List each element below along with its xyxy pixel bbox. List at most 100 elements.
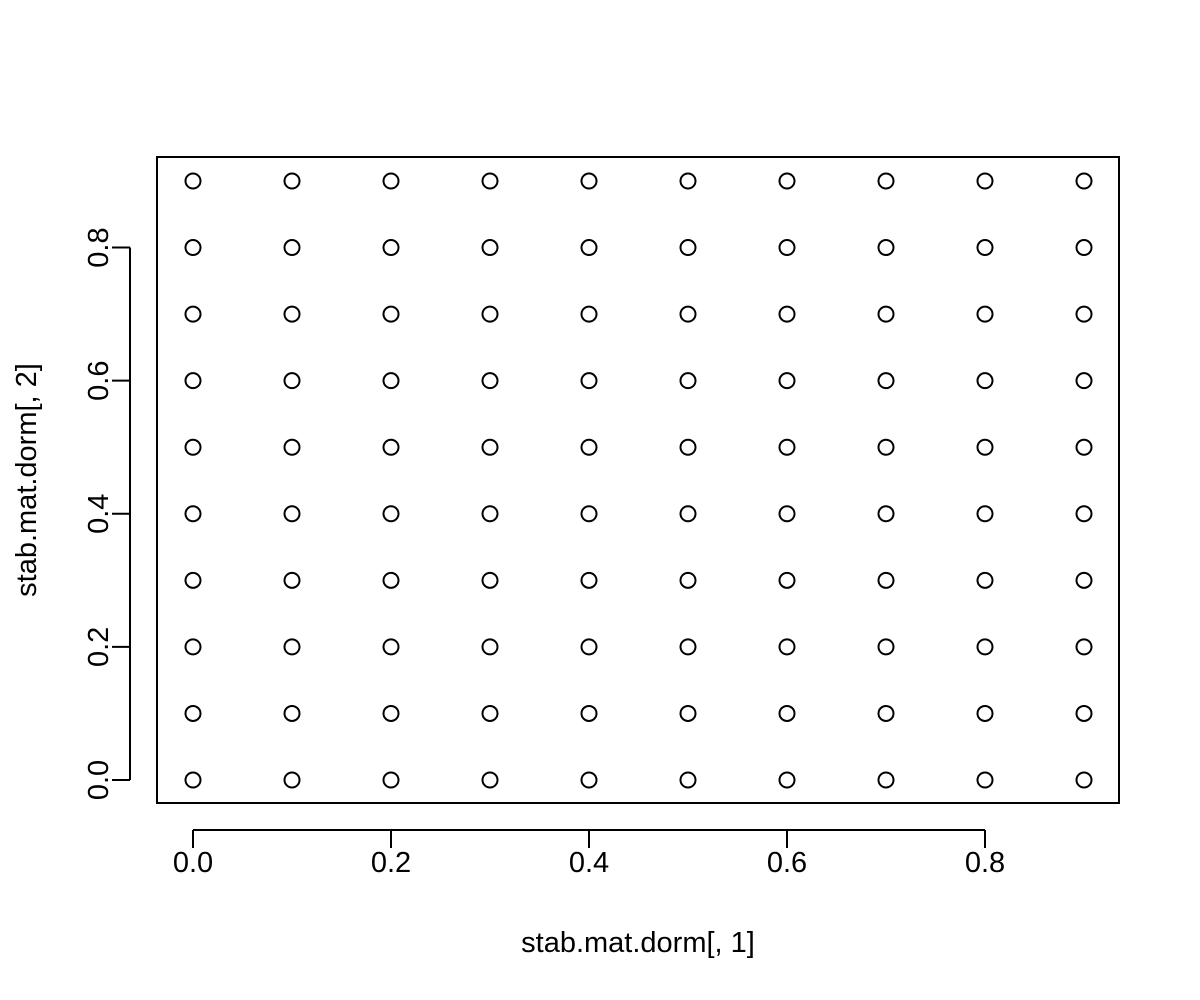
data-point [382, 438, 400, 456]
data-point [778, 704, 796, 722]
data-point [580, 438, 598, 456]
data-point [679, 372, 697, 390]
data-point [1075, 771, 1093, 789]
data-point [184, 239, 202, 257]
data-point [580, 704, 598, 722]
data-point [580, 305, 598, 323]
data-point [580, 505, 598, 523]
data-point [481, 505, 499, 523]
data-point [778, 438, 796, 456]
data-point [877, 704, 895, 722]
data-point [1075, 305, 1093, 323]
data-point [481, 172, 499, 190]
data-point [184, 571, 202, 589]
data-point [1075, 438, 1093, 456]
data-point [283, 239, 301, 257]
x-tick-label: 0.6 [767, 847, 807, 879]
data-point [580, 372, 598, 390]
y-tick-label: 0.0 [83, 760, 115, 800]
data-point [580, 771, 598, 789]
data-point [778, 172, 796, 190]
data-point [481, 704, 499, 722]
data-point [580, 172, 598, 190]
x-axis-label: stab.mat.dorm[, 1] [521, 927, 755, 959]
data-point [283, 172, 301, 190]
data-point [679, 771, 697, 789]
data-point [283, 571, 301, 589]
plot-frame [156, 156, 1120, 804]
data-point [580, 638, 598, 656]
data-point [283, 505, 301, 523]
y-tick-label: 0.4 [83, 494, 115, 534]
data-point [283, 771, 301, 789]
data-point [283, 704, 301, 722]
data-point [184, 704, 202, 722]
data-point [184, 771, 202, 789]
data-point [184, 305, 202, 323]
data-point [382, 239, 400, 257]
data-point [283, 305, 301, 323]
data-point [877, 438, 895, 456]
data-point [1075, 372, 1093, 390]
data-point [382, 372, 400, 390]
data-point [976, 771, 994, 789]
data-point [481, 638, 499, 656]
data-point [877, 771, 895, 789]
data-point [877, 638, 895, 656]
data-point [976, 704, 994, 722]
data-point [1075, 239, 1093, 257]
data-point [778, 505, 796, 523]
data-point [778, 239, 796, 257]
data-point [877, 505, 895, 523]
y-axis: 0.0 0.2 0.4 0.6 0.8 [83, 227, 131, 800]
data-point [382, 571, 400, 589]
data-point [481, 571, 499, 589]
data-point [382, 704, 400, 722]
data-point [778, 638, 796, 656]
data-point [877, 239, 895, 257]
data-point [976, 438, 994, 456]
data-point [679, 571, 697, 589]
x-tick-label: 0.8 [965, 847, 1005, 879]
data-point [976, 571, 994, 589]
data-point [1075, 172, 1093, 190]
data-point [481, 305, 499, 323]
data-point [679, 638, 697, 656]
data-point [877, 571, 895, 589]
y-tick-label: 0.6 [83, 361, 115, 401]
data-point [481, 771, 499, 789]
data-point [184, 505, 202, 523]
data-point [382, 305, 400, 323]
y-tick-label: 0.2 [83, 627, 115, 667]
x-tick-label: 0.2 [371, 847, 411, 879]
data-point [976, 172, 994, 190]
data-point [679, 239, 697, 257]
y-axis-label: stab.mat.dorm[, 2] [11, 363, 43, 597]
data-point [184, 638, 202, 656]
data-point [382, 505, 400, 523]
data-point [976, 505, 994, 523]
data-point [679, 704, 697, 722]
plot-area [156, 156, 1120, 804]
data-point [1075, 704, 1093, 722]
data-point [976, 372, 994, 390]
y-tick-label: 0.8 [83, 227, 115, 267]
data-point [1075, 571, 1093, 589]
data-point [877, 172, 895, 190]
data-point [283, 438, 301, 456]
data-point [580, 571, 598, 589]
x-tick-label: 0.0 [173, 847, 213, 879]
data-point [679, 305, 697, 323]
data-point [778, 571, 796, 589]
data-point [382, 771, 400, 789]
data-point [679, 505, 697, 523]
x-tick-label: 0.4 [569, 847, 609, 879]
data-point [1075, 505, 1093, 523]
data-point [481, 438, 499, 456]
data-point [778, 305, 796, 323]
data-point [1075, 638, 1093, 656]
data-point [976, 638, 994, 656]
data-point [283, 372, 301, 390]
